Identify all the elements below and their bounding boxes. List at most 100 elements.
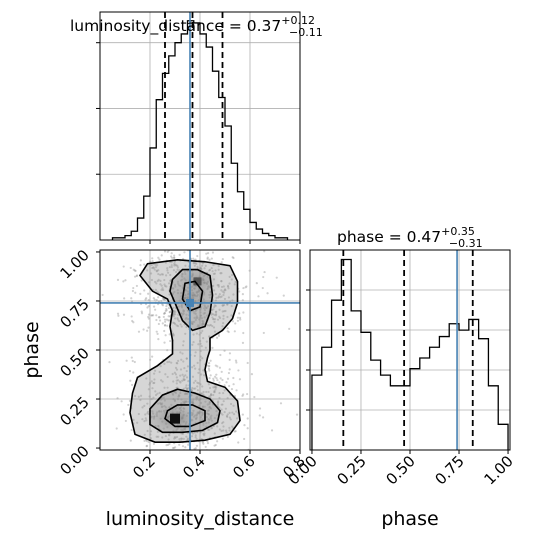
scatter-point [197,325,200,328]
scatter-point [216,425,219,428]
scatter-point [177,319,181,323]
scatter-point [132,418,135,421]
scatter-point [233,330,236,333]
scatter-point [169,279,172,282]
scatter-point [221,422,224,425]
scatter-point [168,360,171,363]
scatter-point [194,436,197,439]
scatter-point [196,381,199,384]
density-x-tick-label: 0.2 [129,452,159,482]
scatter-point [132,321,135,324]
scatter-point [167,282,171,285]
scatter-point [148,395,151,398]
scatter-point [213,432,216,435]
scatter-point [202,337,205,340]
scatter-point [158,316,161,319]
scatter-point [170,361,173,364]
scatter-point [242,393,245,396]
scatter-point [204,445,207,449]
scatter-point [218,396,221,400]
scatter-point [201,406,204,409]
scatter-point [194,379,197,382]
density-truth [100,250,300,450]
scatter-point [147,305,150,308]
scatter-point [203,311,206,315]
density-contour [149,388,221,434]
scatter-point [163,324,167,327]
scatter-point [203,405,206,408]
scatter-point [195,332,198,335]
scatter-point [150,380,153,383]
scatter-point [151,257,154,260]
scatter-point [219,272,222,275]
scatter-point [131,359,134,363]
scatter-point [232,413,236,416]
phase-hist-steps [311,258,509,450]
scatter-point [202,423,205,426]
scatter-point [196,325,199,328]
scatter-point [210,309,214,312]
scatter-point [210,427,213,430]
scatter-point [208,242,210,244]
scatter-point [221,304,224,307]
scatter-point [172,315,175,318]
scatter-point [241,299,244,302]
scatter-point [195,316,198,320]
scatter-point [185,357,188,360]
scatter-point [142,328,145,331]
scatter-point [157,269,160,272]
scatter-point [157,402,160,405]
scatter-point [201,413,204,416]
scatter-point [135,246,137,248]
scatter-point [233,430,236,433]
scatter-point [153,381,156,384]
scatter-point [192,387,196,390]
scatter-point [149,358,152,361]
scatter-point [209,396,212,399]
scatter-point [220,412,223,415]
scatter-point [153,298,156,301]
scatter-point [157,272,160,276]
scatter-point [212,326,216,329]
scatter-point [184,374,187,377]
scatter-point [208,362,211,365]
scatter-point [246,427,249,430]
scatter-point [214,314,218,317]
scatter-point [207,418,210,421]
scatter-point [159,273,162,276]
scatter-point [154,265,158,269]
scatter-point [186,388,189,391]
scatter-point [156,430,159,434]
scatter-point [147,388,150,391]
scatter-point [225,429,228,432]
scatter-point [200,411,203,414]
scatter-point [214,364,217,367]
scatter-point [165,274,168,277]
scatter-point [206,324,209,327]
scatter-point [146,329,149,332]
scatter-point [206,440,209,443]
scatter-point [227,371,231,375]
scatter-point [169,255,173,258]
density-x-tick-label: 0.6 [229,452,259,482]
scatter-point [208,418,211,421]
scatter-point [159,401,162,404]
scatter-point [220,261,223,264]
scatter-point [211,346,214,349]
scatter-point [175,376,178,379]
scatter-point [178,253,181,256]
scatter-point [219,316,222,320]
scatter-point [151,355,154,358]
scatter-point [144,298,147,301]
scatter-point [208,335,211,338]
scatter-point [172,398,175,401]
scatter-point [235,361,238,364]
scatter-point [185,376,189,379]
scatter-point [196,395,199,398]
scatter-point [166,267,169,270]
scatter-point [253,395,256,399]
scatter-point [132,371,135,374]
scatter-point [222,391,225,395]
scatter-point [213,416,216,420]
scatter-point [223,297,227,301]
